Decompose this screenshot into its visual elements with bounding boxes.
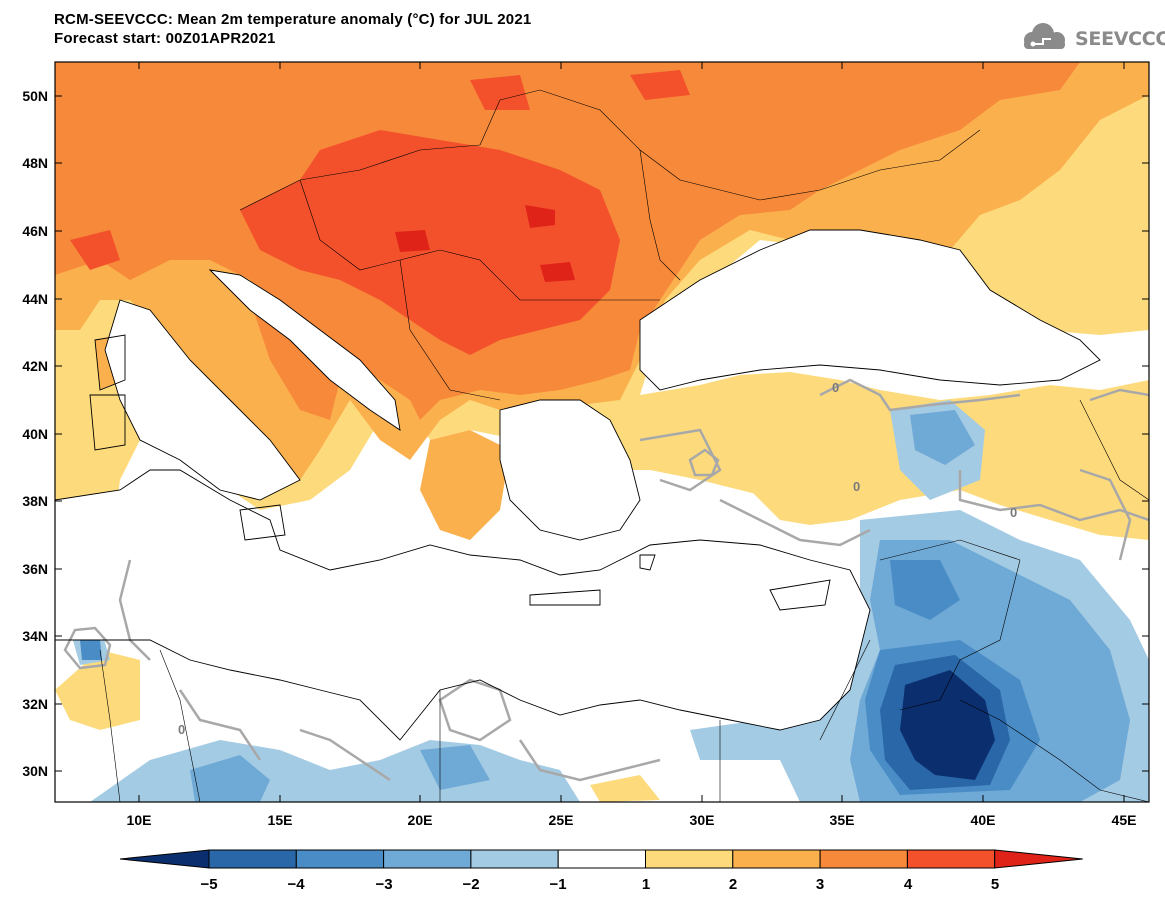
colorbar-segment (119, 849, 210, 869)
colorbar-label: −1 (549, 876, 566, 893)
colorbar-label: 5 (991, 876, 999, 893)
anomaly-area-4-5 (240, 130, 620, 355)
lat-label: 50N (22, 88, 48, 104)
anomaly-field (55, 62, 1149, 802)
colorbar-segment (732, 849, 821, 869)
anomaly-area-1-2-east (1000, 400, 1095, 480)
axis-ticks (55, 62, 1149, 802)
contour-label: 0 (832, 380, 839, 395)
colorbar-segment (470, 849, 559, 869)
anomaly-area-2-3-greece (420, 430, 510, 540)
lon-label: 25E (549, 812, 574, 828)
lat-label: 46N (22, 223, 48, 239)
anomaly-area-neg2-neg3-turkey (910, 410, 975, 465)
contour-label: 0 (853, 479, 860, 494)
plot-frame (54, 61, 1150, 803)
contour-label: 0 (178, 722, 185, 737)
lat-label: 32N (22, 696, 48, 712)
contour-label: 0 (1010, 505, 1017, 520)
anomaly-area-1-2-libya (55, 650, 140, 730)
lat-label: 42N (22, 358, 48, 374)
anomaly-area-4-5-west (70, 230, 120, 270)
cloud-logo-icon (1024, 23, 1065, 49)
black-sea (640, 230, 1100, 390)
lat-label: 40N (22, 426, 48, 442)
lon-label: 30E (690, 812, 715, 828)
colorbar-label: −5 (200, 876, 217, 893)
colorbar-label: 4 (904, 876, 913, 893)
anomaly-area-gt5-c (395, 230, 430, 252)
anomaly-area-gt5-b (540, 262, 575, 282)
colorbar-label: 3 (816, 876, 824, 893)
colorbar-segment (906, 849, 996, 869)
lon-label: 40E (971, 812, 996, 828)
longitude-axis: 10E 15E 20E 25E 30E 35E 40E 45E (127, 812, 1137, 828)
mediterranean-sea (55, 470, 870, 740)
contour-labels: 0 0 0 0 (178, 380, 1017, 737)
anomaly-area-neg3-neg4 (890, 560, 960, 620)
lat-label: 44N (22, 291, 48, 307)
anomaly-area-4-5-north (630, 70, 690, 100)
adriatic-sea (210, 270, 400, 430)
anomaly-area-gt5-a (525, 205, 555, 228)
colorbar-labels: −5 −4 −3 −2 −1 1 2 3 4 5 (200, 876, 999, 893)
colorbar-segment (819, 849, 908, 869)
colorbar-label: −4 (287, 876, 305, 893)
colorbar-segment (557, 849, 647, 869)
colorbar (119, 849, 1083, 869)
anomaly-area-neg3-neg4-c (80, 640, 102, 660)
colorbar-label: −3 (375, 876, 392, 893)
lon-label: 45E (1112, 812, 1137, 828)
tyrrhenian-sea (105, 300, 300, 500)
anomaly-area-neg2-neg3-libya2 (420, 745, 490, 790)
lat-label: 48N (22, 155, 48, 171)
colorbar-label: −2 (462, 876, 479, 893)
colorbar-label: 2 (729, 876, 737, 893)
country-borders (99, 89, 1149, 802)
colorbar-segment (208, 849, 297, 869)
lat-label: 36N (22, 561, 48, 577)
lat-label: 38N (22, 493, 48, 509)
map-title: RCM-SEEVCCC: Mean 2m temperature anomaly… (54, 11, 532, 28)
lon-label: 20E (408, 812, 433, 828)
lon-label: 15E (268, 812, 293, 828)
forecast-start-subtitle: Forecast start: 00Z01APR2021 (54, 30, 276, 47)
colorbar-segment (383, 849, 472, 869)
colorbar-label: 1 (642, 876, 650, 893)
anomaly-area-1-2-nafrica (590, 775, 660, 802)
anomaly-area-4-5-north2 (470, 75, 530, 110)
colorbar-segment (295, 849, 385, 869)
coastlines (55, 229, 1101, 741)
aegean-sea (500, 400, 640, 540)
logo-wordmark: SEEVCCC (1075, 28, 1165, 50)
lat-label: 34N (22, 628, 48, 644)
zero-contours (63, 378, 1149, 782)
anomaly-area-lt-neg5 (900, 670, 995, 780)
lat-label: 30N (22, 763, 48, 779)
lon-label: 10E (127, 812, 152, 828)
lon-label: 35E (830, 812, 855, 828)
colorbar-segment (994, 849, 1083, 869)
colorbar-segment (645, 849, 734, 869)
anomaly-area-neg2-neg3-libya (190, 755, 270, 802)
anomaly-area-1-2-turkey-spot (650, 415, 820, 525)
latitude-axis: 50N 48N 46N 44N 42N 40N 38N 36N 34N 32N … (22, 88, 48, 779)
